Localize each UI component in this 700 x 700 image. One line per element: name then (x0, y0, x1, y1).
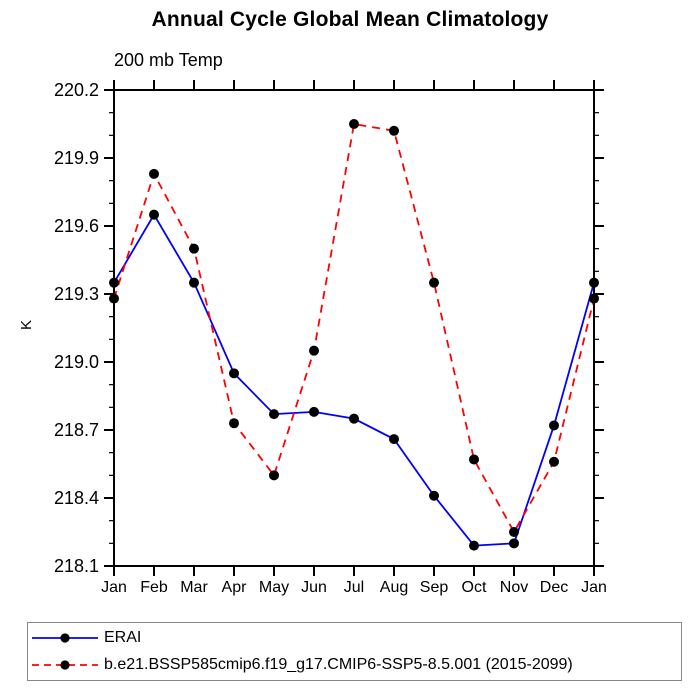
legend-box: ERAI b.e21.BSSP585cmip6.f19_g17.CMIP6-SS… (27, 622, 682, 681)
data-point (509, 538, 519, 549)
chart-subtitle: 200 mb Temp (114, 50, 223, 70)
data-point (109, 293, 119, 304)
data-point (429, 490, 439, 501)
y-tick-label: 218.7 (54, 420, 99, 440)
y-minor-ticks (109, 112, 599, 544)
x-tick-label: Apr (222, 579, 248, 596)
data-point (549, 456, 559, 467)
series-markers-model (109, 119, 599, 537)
x-tick-labels: Jan Feb Mar Apr May Jun Jul Aug Sep Oct Nov Dec Jan (101, 579, 607, 596)
legend-marker-dot (60, 633, 70, 643)
y-tick-label: 219.0 (54, 352, 99, 372)
x-tick-label: Nov (500, 579, 528, 596)
y-tick-labels: 218.1 218.4 218.7 219.0 219.3 219.6 219.9 220.2 (54, 80, 99, 576)
x-tick-label: Oct (462, 579, 487, 596)
x-tick-label: Mar (180, 579, 208, 596)
data-point (469, 540, 479, 551)
data-point (309, 406, 319, 417)
y-tick-label: 220.2 (54, 80, 99, 100)
data-point (469, 454, 479, 465)
legend-label-model: b.e21.BSSP585cmip6.f19_g17.CMIP6-SSP5-8.… (104, 656, 573, 673)
data-point (549, 420, 559, 431)
x-tick-label: Jun (301, 579, 327, 596)
y-tick-label: 219.6 (54, 216, 99, 236)
data-point (429, 277, 439, 288)
x-tick-label: Jan (581, 579, 607, 596)
plot-frame (113, 89, 595, 567)
x-tick-label: Jul (344, 579, 364, 596)
legend-item-erai: ERAI (28, 625, 681, 652)
x-tick-label: May (259, 579, 289, 596)
y-tick-label: 218.1 (54, 556, 99, 576)
data-point (229, 368, 239, 379)
data-point (149, 209, 159, 220)
x-ticks (113, 80, 595, 576)
x-tick-label: Feb (140, 579, 168, 596)
series-markers-erai (109, 209, 599, 551)
data-point (109, 277, 119, 288)
data-point (269, 409, 279, 420)
data-point (269, 470, 279, 481)
chart-title: Annual Cycle Global Mean Climatology (151, 8, 549, 31)
legend-label-erai: ERAI (104, 629, 142, 646)
data-point (189, 243, 199, 254)
x-tick-label: Sep (420, 579, 449, 596)
series-line-erai (113, 212, 595, 547)
data-point (589, 277, 599, 288)
y-tick-label: 219.3 (54, 284, 99, 304)
legend-line-sample-dashed (32, 660, 98, 670)
data-point (349, 119, 359, 129)
data-point (309, 345, 319, 356)
data-point (509, 527, 519, 537)
x-tick-label: Dec (540, 579, 568, 596)
x-tick-label: Aug (380, 579, 408, 596)
series-line-model (113, 122, 595, 534)
data-point (189, 277, 199, 288)
data-point (149, 168, 159, 179)
legend-line-sample-solid (32, 633, 98, 643)
legend-item-model: b.e21.BSSP585cmip6.f19_g17.CMIP6-SSP5-8.… (28, 652, 681, 679)
y-tick-label: 218.4 (54, 488, 99, 508)
x-tick-label: Jan (101, 579, 127, 596)
data-point (389, 125, 399, 136)
y-major-ticks (104, 89, 604, 567)
data-point (349, 413, 359, 424)
data-point (589, 293, 599, 304)
data-point (389, 434, 399, 445)
y-tick-label: 219.9 (54, 148, 99, 168)
data-point (229, 418, 239, 429)
legend-marker-dot (60, 660, 70, 670)
plot-area: 218.1 218.4 218.7 219.0 219.3 219.6 219.9 220.2… (54, 80, 607, 596)
